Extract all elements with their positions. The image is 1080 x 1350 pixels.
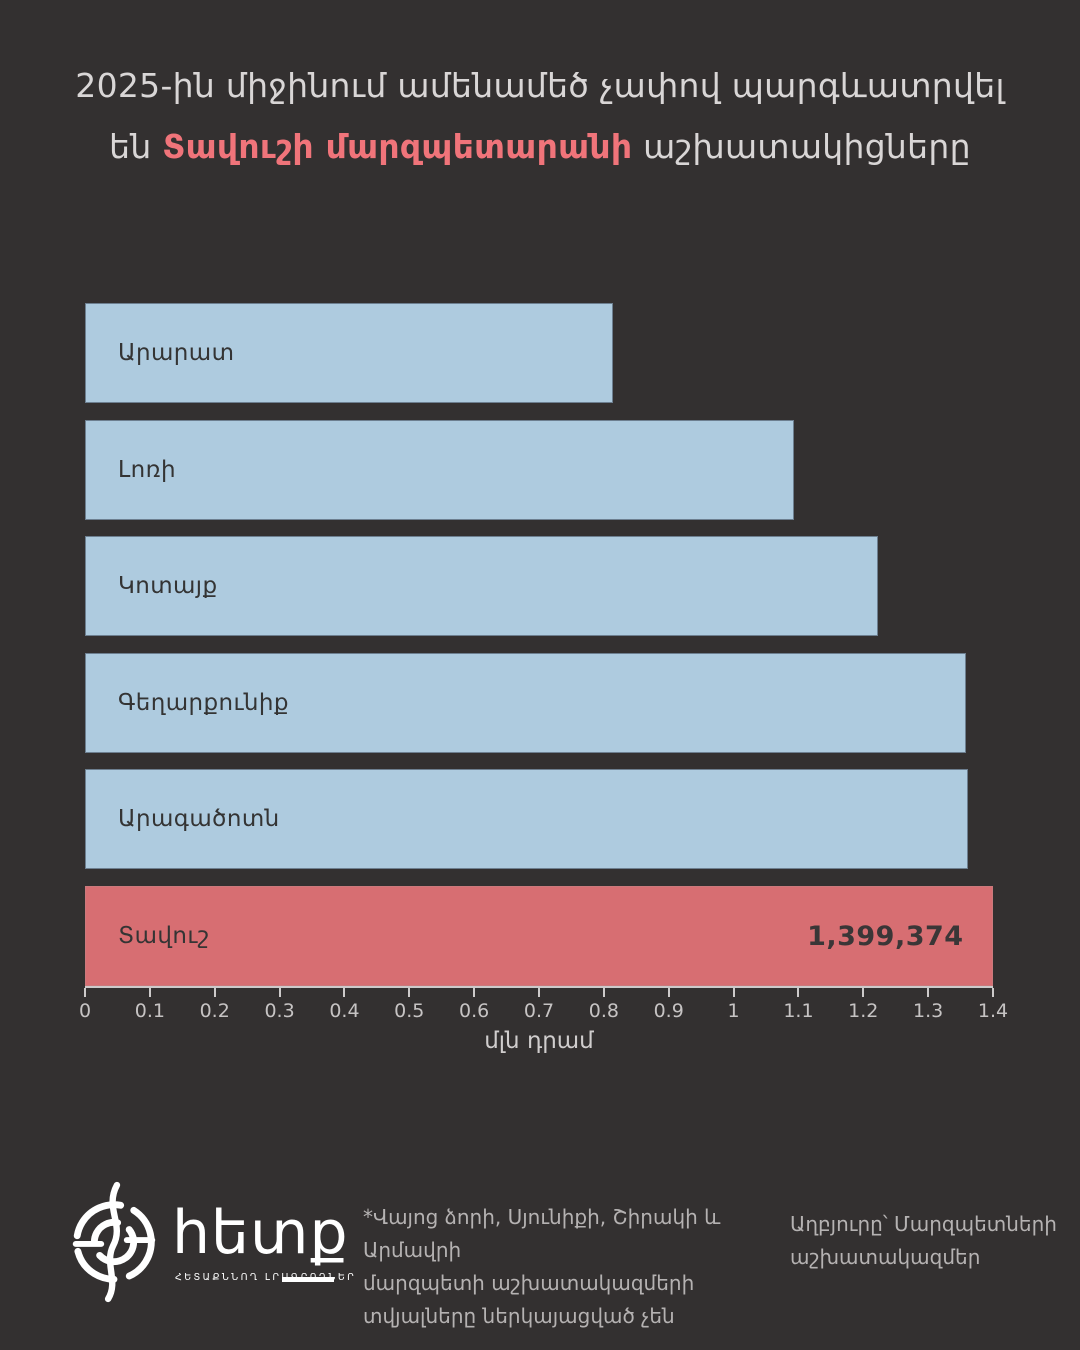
x-tick [538, 988, 540, 997]
bar-row: Տավուշ 1,399,374 [85, 886, 993, 986]
x-tick [408, 988, 411, 997]
note-line: մարզպետի աշխատակազմերի [363, 1271, 695, 1295]
x-tick-label: 1.4 [977, 1000, 1009, 1022]
x-tick-label: 0.2 [199, 1000, 230, 1022]
x-tick-label: 0.7 [523, 1000, 555, 1022]
x-tick-label: 1.3 [913, 1000, 944, 1022]
bar-value-label: 1,399,374 [807, 920, 964, 952]
bar-category-label: Լոռի [118, 456, 176, 483]
x-tick [667, 988, 670, 997]
x-tick-label: 0.8 [588, 1000, 619, 1022]
x-tick-label: 1.1 [783, 1000, 814, 1022]
x-tick [732, 988, 735, 997]
x-tick [148, 988, 151, 997]
note-line: *Վայոց ձորի, Սյունիքի, Շիրակի և Արմավրի [363, 1205, 721, 1262]
x-axis-line [85, 986, 993, 988]
x-tick [862, 988, 865, 997]
bar-4: Գեղարքունիք [85, 652, 966, 753]
hetq-logo-wordmark: հետք [172, 1198, 349, 1268]
x-tick [84, 988, 86, 997]
title-line2-prefix: են [109, 127, 163, 166]
bar-5: Արագածոտն [85, 769, 969, 870]
plot-area: 0 0.1 0.2 0.3 0.4 0.5 0.6 0.7 0.8 0.9 1 1.1 1.2 1.3 1.… [79, 303, 1008, 1022]
hetq-logo-underline [282, 1277, 334, 1282]
bar-row: Լոռի [85, 419, 993, 520]
note-line: աշխատակազմեր [790, 1245, 981, 1269]
x-tick-label: 0.9 [653, 1000, 684, 1022]
bar-row: Արագածոտն [85, 769, 993, 870]
footnote-left: *Վայոց ձորի, Սյունիքի, Շիրակի և Արմավրի մ… [363, 1201, 763, 1333]
x-tick [602, 988, 605, 997]
x-tick [797, 988, 800, 997]
bar-row: Արարատ [85, 303, 993, 403]
x-tick [927, 988, 930, 997]
bar-category-label: Գեղարքունիք [118, 689, 289, 716]
source-note: Աղբյուրը՝ Մարզպետների աշխատակազմեր [790, 1208, 1060, 1274]
bar-row: Կոտայք [85, 536, 993, 637]
x-tick-label: 0.5 [394, 1000, 425, 1022]
hetq-logo-icon [72, 1181, 156, 1303]
x-tick [278, 988, 281, 997]
x-tick-label: 0.1 [134, 1000, 165, 1022]
bar-category-label: Կոտայք [118, 573, 218, 600]
bar-6: Տավուշ 1,399,374 [85, 886, 993, 986]
title-line2-suffix: աշխատակիցները [632, 127, 971, 166]
title-line-1: 2025-ին միջինում ամենամեծ չափով պարգևատր… [75, 66, 1005, 105]
x-tick-label: 0 [78, 1000, 92, 1022]
hetq-logo-caption: ՀԵՏԱՔՆՆՈՂ ԼՐԱԳՐՈՂՆԵՐ [175, 1272, 357, 1283]
title-line-2: են Տավուշի մարզպետարանի աշխատակիցները [0, 116, 1080, 177]
x-tick [213, 988, 216, 997]
bar-row: Գեղարքունիք [85, 652, 993, 753]
x-tick [992, 988, 994, 997]
title-highlight: Տավուշի մարզպետարանի [162, 127, 633, 166]
bar-3: Կոտայք [85, 536, 879, 637]
x-tick-label: 1.2 [848, 1000, 879, 1022]
chart-title: 2025-ին միջինում ամենամեծ չափով պարգևատր… [0, 55, 1080, 177]
x-tick-label: 0.4 [329, 1000, 360, 1022]
x-tick-label: 0.6 [459, 1000, 490, 1022]
bar-category-label: Արագածոտն [118, 806, 280, 833]
note-line: Աղբյուրը՝ Մարզպետների [790, 1212, 1057, 1236]
bar-category-label: Տավուշ [118, 923, 210, 949]
x-axis-title: մլն դրամ [484, 1028, 594, 1054]
x-tick [473, 988, 476, 997]
bar-2: Լոռի [85, 419, 794, 520]
bar-1: Արարատ [85, 303, 613, 403]
note-line: տվյալները ներկայացված չեն [363, 1304, 675, 1328]
x-tick-label: 0.3 [264, 1000, 295, 1022]
x-tick-label: 1 [727, 1000, 740, 1022]
x-tick [343, 988, 346, 997]
bar-category-label: Արարատ [118, 340, 235, 366]
